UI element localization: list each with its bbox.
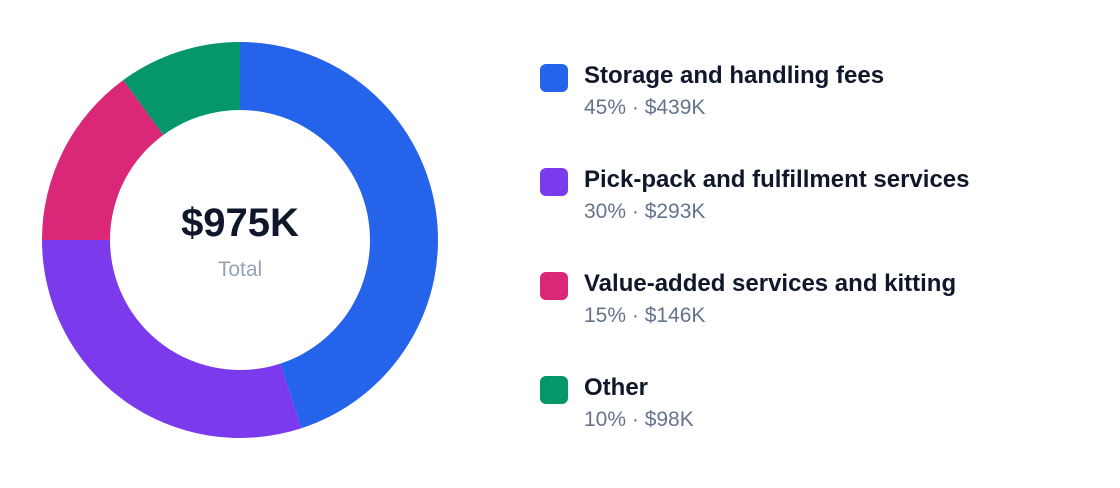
- legend-swatch: [540, 272, 568, 300]
- legend-detail: 10% · $98K: [584, 408, 694, 431]
- donut-slice-other: [123, 42, 240, 136]
- center-total-value: $975K: [181, 201, 299, 245]
- legend-swatch: [540, 64, 568, 92]
- legend: Storage and handling fees 45% · $439K Pi…: [540, 60, 1100, 476]
- legend-detail: 30% · $293K: [584, 200, 706, 223]
- legend-item-storage: Storage and handling fees 45% · $439K: [540, 60, 1100, 164]
- donut-slices: [42, 42, 439, 438]
- donut-slice-value-added: [42, 80, 164, 240]
- legend-label: Storage and handling fees: [584, 62, 885, 89]
- legend-item-pick-pack: Pick-pack and fulfillment services 30% ·…: [540, 164, 1100, 268]
- legend-swatch: [540, 376, 568, 404]
- donut-slice-storage: [240, 42, 439, 429]
- legend-swatch: [540, 168, 568, 196]
- center-total-label: Total: [218, 258, 262, 281]
- legend-label: Pick-pack and fulfillment services: [584, 166, 970, 193]
- donut-chart: $975K Total: [42, 42, 439, 438]
- donut-slice-pick-pack: [42, 240, 302, 438]
- legend-item-other: Other 10% · $98K: [540, 372, 1100, 476]
- legend-label: Other: [584, 374, 649, 401]
- legend-detail: 15% · $146K: [584, 304, 706, 327]
- legend-detail: 45% · $439K: [584, 96, 706, 119]
- legend-label: Value-added services and kitting: [584, 270, 957, 297]
- legend-item-value-added: Value-added services and kitting 15% · $…: [540, 268, 1100, 372]
